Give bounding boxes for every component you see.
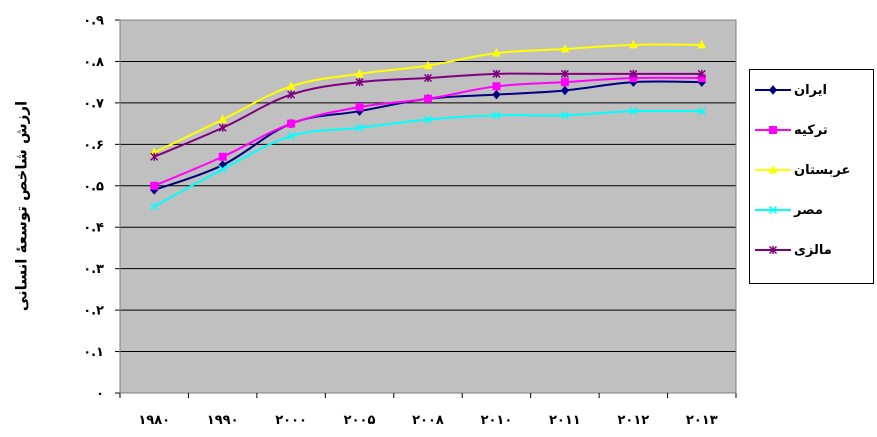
x-tick-label: ۱۹۹۰ — [207, 413, 239, 428]
series-star — [150, 69, 706, 161]
data-point — [423, 115, 433, 124]
series-triangle — [149, 39, 707, 157]
legend-item: عربستان — [750, 160, 873, 180]
plot-border — [119, 19, 737, 394]
data-point — [768, 205, 778, 215]
data-point — [287, 119, 296, 128]
data-point — [629, 107, 638, 116]
data-point — [150, 202, 159, 211]
data-point — [560, 69, 569, 78]
data-point — [492, 82, 501, 91]
y-tick-label: ۰.۹ — [83, 14, 104, 29]
legend-swatch — [754, 202, 792, 218]
data-point — [355, 103, 364, 112]
data-point — [560, 78, 569, 87]
data-point — [560, 85, 570, 96]
data-point — [355, 78, 364, 87]
x-tick-label: ۲۰۰۵ — [344, 413, 376, 428]
data-point — [423, 60, 433, 70]
legend-swatch — [754, 162, 792, 178]
legend-swatch — [754, 122, 792, 138]
data-point — [424, 94, 432, 103]
data-point — [218, 165, 227, 174]
x-tick-labels: ۱۹۸۰ ۱۹۹۰ ۲۰۰۰ ۲۰۰۵ ۲۰۰۸ ۲۰۱۰ ۲۰۱۱ ۲۰۱۲ ۲۰۱۳ — [138, 413, 717, 428]
data-point — [355, 68, 364, 78]
y-tick-label: ۰.۷ — [83, 96, 104, 111]
data-point — [768, 245, 778, 255]
data-point — [560, 43, 570, 53]
data-point — [697, 39, 707, 49]
y-tick-label: ۰.۲ — [83, 304, 104, 319]
legend-label: مالزی — [794, 242, 832, 258]
data-point — [629, 39, 638, 49]
data-point — [768, 164, 778, 174]
data-point — [492, 69, 501, 78]
legend-label: ایران — [794, 82, 827, 98]
data-point — [560, 111, 569, 120]
series-square — [150, 74, 706, 190]
x-tick-label: ۱۹۸۰ — [138, 413, 170, 428]
legend-label: ترکیه — [794, 122, 828, 138]
y-tick-label: ۰.۳ — [83, 262, 104, 277]
data-point — [218, 114, 227, 123]
y-axis-label: ارزش شاخص توسعۀ انسانی — [13, 101, 31, 311]
data-point — [218, 123, 227, 132]
data-point — [150, 181, 159, 190]
legend-item: مصر — [750, 200, 873, 220]
y-tick-label: ۰.۸ — [83, 55, 104, 70]
data-point — [355, 123, 364, 132]
y-tick-label: ۰.۵ — [83, 179, 104, 194]
data-point — [287, 90, 296, 99]
y-tick-label: ۰.۶ — [83, 138, 104, 153]
x-tick-label: ۲۰۱۲ — [617, 413, 649, 428]
legend-label: مصر — [794, 202, 823, 218]
legend-item: ترکیه — [750, 120, 873, 140]
data-point — [150, 152, 159, 161]
data-point — [423, 73, 433, 83]
x-tick-label: ۲۰۱۰ — [481, 413, 513, 428]
x-tick-label: ۲۰۱۱ — [549, 413, 581, 428]
data-point — [286, 81, 296, 90]
axes — [115, 19, 737, 398]
data-point — [287, 132, 296, 141]
legend-swatch — [754, 242, 792, 258]
x-tick-label: ۲۰۰۸ — [412, 413, 444, 428]
data-point — [492, 48, 501, 57]
legend-item: مالزی — [750, 240, 873, 260]
data-point — [697, 69, 706, 78]
x-tick-label: ۲۰۱۳ — [686, 413, 718, 428]
legend-label: عربستان — [794, 162, 851, 178]
legend-item: ایران — [750, 80, 873, 100]
data-point — [629, 69, 638, 78]
x-tick-label: ۲۰۰۰ — [275, 413, 307, 428]
data-point — [218, 152, 227, 161]
chart-legend: ایران ترکیه عربستان مصر مالزی — [749, 69, 874, 284]
data-point — [697, 107, 706, 116]
y-tick-label: ۰.۱ — [83, 345, 104, 360]
y-tick-labels: ۰ ۰.۱ ۰.۲ ۰.۳ ۰.۴ ۰.۵ ۰.۶ ۰.۷ ۰.۸ ۰.۹ — [83, 14, 104, 402]
y-tick-label: ۰.۴ — [83, 221, 104, 236]
data-point — [768, 85, 778, 95]
data-point — [492, 111, 501, 120]
y-tick-label: ۰ — [96, 387, 104, 402]
series-lines — [149, 39, 707, 211]
legend-swatch — [754, 82, 792, 98]
data-point — [769, 126, 777, 134]
data-point — [492, 89, 501, 100]
series-x — [150, 107, 706, 211]
